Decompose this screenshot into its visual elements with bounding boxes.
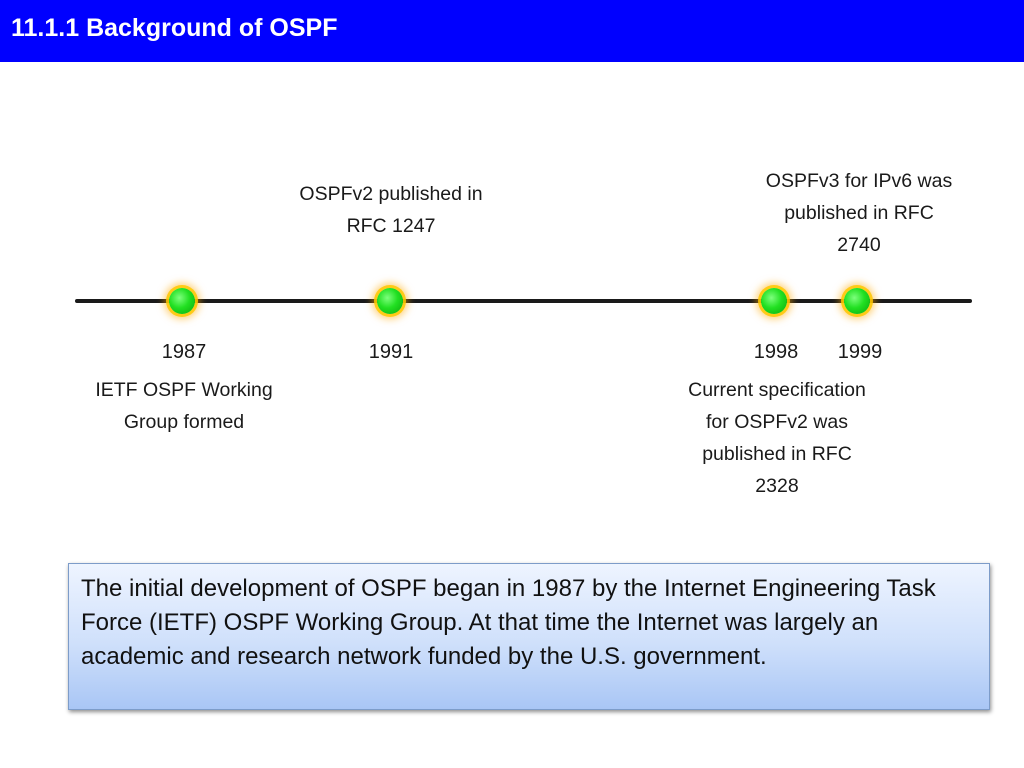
slide-title: 11.1.1 Background of OSPF <box>11 14 338 42</box>
timeline-description-1987: IETF OSPF Working Group formed <box>54 374 314 438</box>
timeline-marker-1998 <box>761 288 787 314</box>
description-line: published in RFC <box>784 202 934 224</box>
description-line: Group formed <box>123 411 245 433</box>
timeline-description-1998: Current specification for OSPFv2 was pub… <box>647 374 907 502</box>
title-bar: 11.1.1 Background of OSPF <box>0 0 1024 62</box>
description-line: Current specification <box>688 379 866 401</box>
description-line: 2740 <box>837 234 881 256</box>
timeline-marker-1999 <box>844 288 870 314</box>
timeline-year-1987: 1987 <box>161 341 207 363</box>
timeline-year-1991: 1991 <box>368 341 414 363</box>
description-line: for OSPFv2 was <box>706 411 848 433</box>
description-line: 2328 <box>755 475 799 497</box>
description-line: IETF OSPF Working <box>95 379 273 401</box>
info-box: The initial development of OSPF began in… <box>68 563 990 710</box>
timeline-description-1991: OSPFv2 published in RFC 1247 <box>261 178 521 242</box>
description-line: OSPFv2 published in <box>299 183 483 205</box>
timeline-description-1999: OSPFv3 for IPv6 was published in RFC 274… <box>729 165 989 261</box>
timeline-year-1999: 1999 <box>837 341 883 363</box>
timeline-marker-1991 <box>377 288 403 314</box>
description-line: published in RFC <box>702 443 852 465</box>
timeline-year-1998: 1998 <box>753 341 799 363</box>
timeline-line <box>75 299 972 303</box>
description-line: OSPFv3 for IPv6 was <box>765 170 953 192</box>
description-line: RFC 1247 <box>346 215 436 237</box>
timeline-marker-1987 <box>169 288 195 314</box>
info-text: The initial development of OSPF began in… <box>81 575 936 670</box>
